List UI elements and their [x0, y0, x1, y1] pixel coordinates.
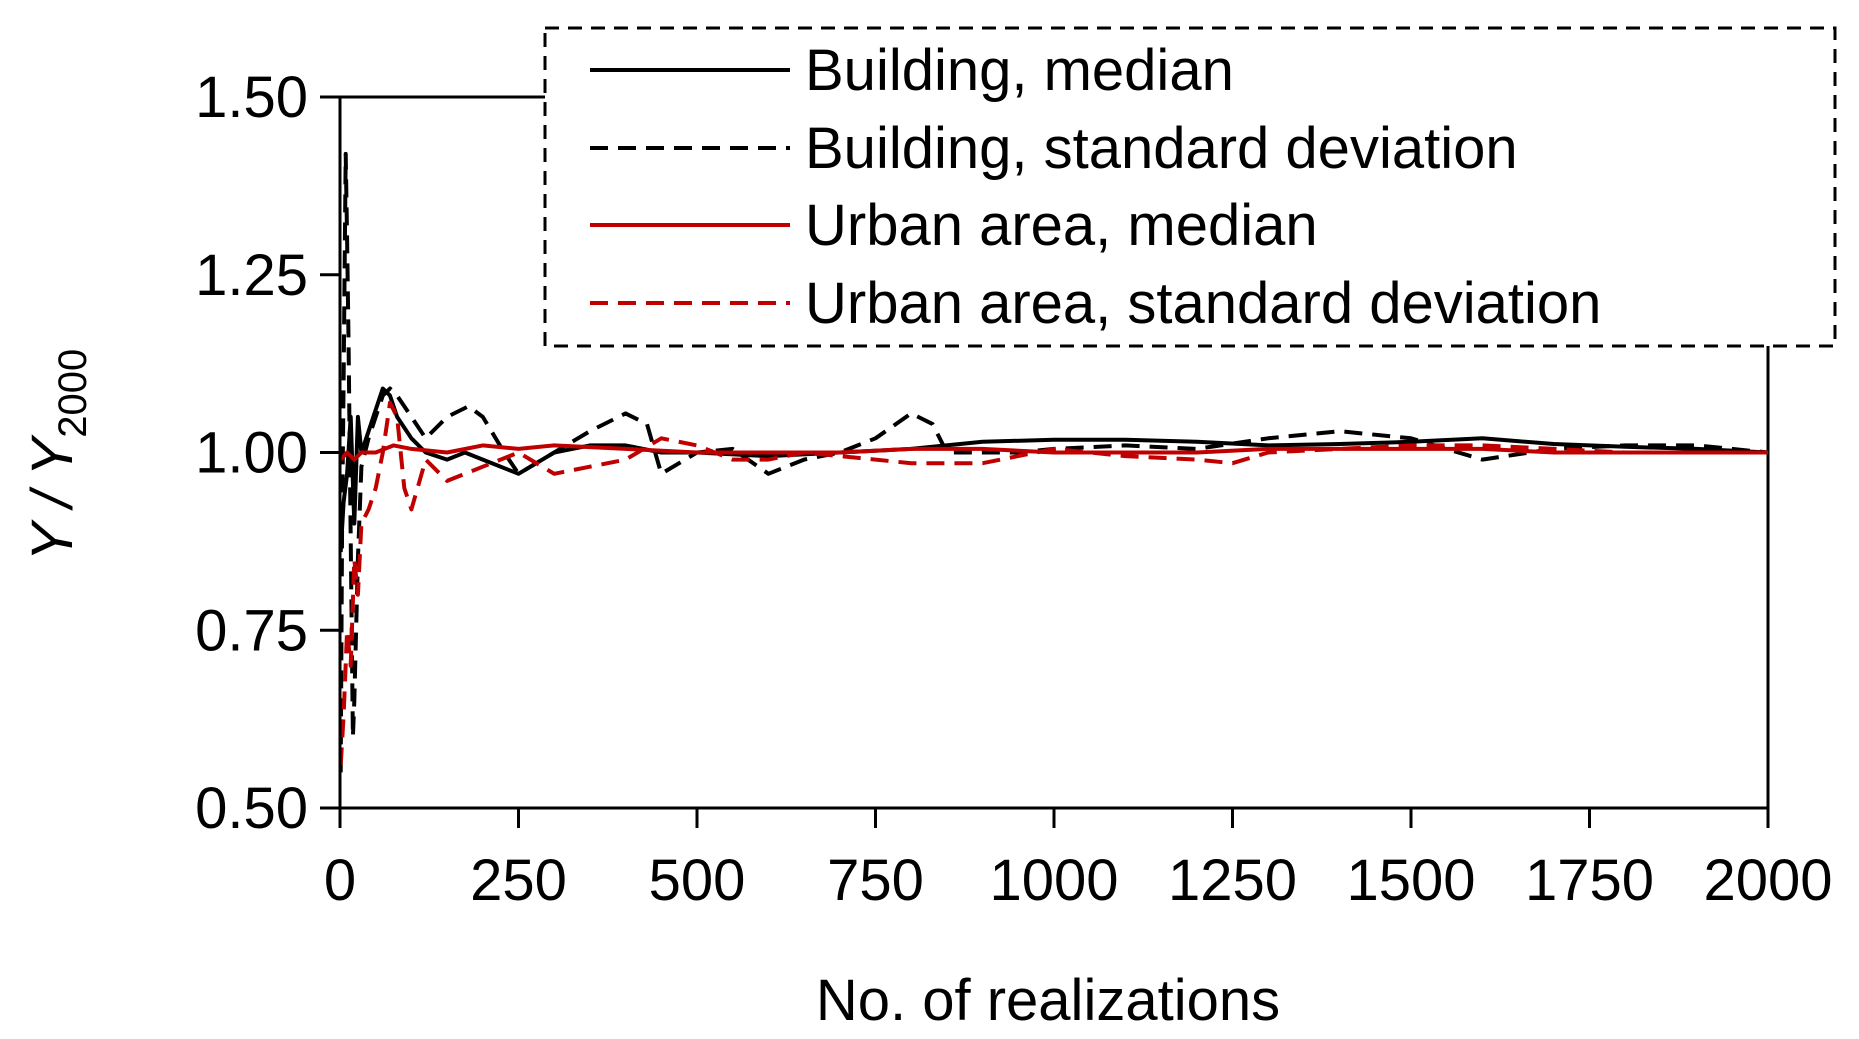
y-tick-label: 1.25: [195, 243, 308, 308]
x-tick-label: 750: [827, 848, 924, 913]
legend-label-3: Urban area, standard deviation: [805, 271, 1601, 336]
y-tick-label: 0.50: [195, 776, 308, 841]
legend-label-2: Urban area, median: [805, 193, 1318, 258]
x-tick-label: 2000: [1703, 848, 1832, 913]
y-axis-label-main: Y / Y: [20, 433, 85, 561]
x-tick-label: 1500: [1346, 848, 1475, 913]
x-tick-label: 250: [470, 848, 567, 913]
x-tick-label: 1250: [1168, 848, 1297, 913]
series-line-2: [339, 443, 1768, 462]
axes: 0.50 0.75 1.00 1.25 1.50 0 250 500 750 1000 1250 15…: [195, 65, 1832, 913]
x-tick-label: 500: [649, 848, 746, 913]
x-tick-label: 1000: [989, 848, 1118, 913]
y-axis-label-sub: 2000: [51, 349, 95, 438]
series-line-1: [338, 151, 1769, 773]
x-tick-label: 1750: [1525, 848, 1654, 913]
legend-box: [543, 26, 1837, 348]
series-line-3: [338, 400, 1768, 766]
series-line-0: [338, 386, 1769, 553]
y-axis-label: Y / Y2000: [20, 349, 95, 562]
y-tick-label: 1.50: [195, 65, 308, 130]
legend-label-1: Building, standard deviation: [805, 116, 1518, 181]
series-layer: [338, 151, 1769, 773]
x-axis-label: No. of realizations: [816, 968, 1280, 1033]
legend-label-0: Building, median: [805, 38, 1234, 103]
y-tick-label: 1.00: [195, 421, 308, 486]
y-tick-label: 0.75: [195, 598, 308, 663]
legend: Building, median Building, standard devia…: [543, 26, 1837, 348]
x-tick-label: 0: [324, 848, 356, 913]
